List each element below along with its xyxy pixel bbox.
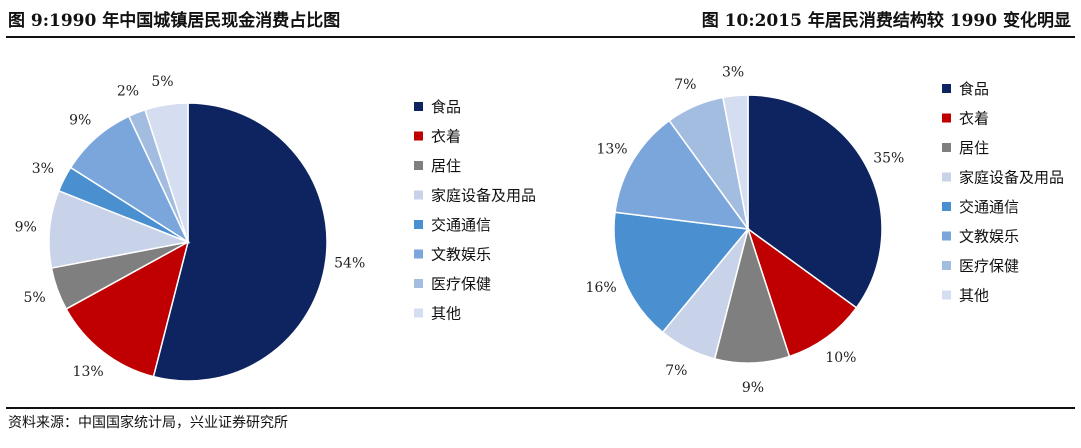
slice-label-0-7: 5% <box>151 74 173 90</box>
legend-label-1-3: 家庭设备及用品 <box>959 169 1064 187</box>
legend-swatch-0-0 <box>414 102 423 111</box>
legend-label-1-5: 文教娱乐 <box>959 228 1019 246</box>
slice-label-1-4: 16% <box>586 280 617 296</box>
chart-title-right: 图 10:2015 年居民消费结构较 1990 变化明显 <box>701 11 1071 31</box>
legend-swatch-0-3 <box>414 190 423 200</box>
chart-title-left: 图 9:1990 年中国城镇居民现金消费占比图 <box>8 11 341 31</box>
legend-label-1-6: 医疗保健 <box>959 257 1019 275</box>
legend-swatch-1-7 <box>942 290 951 300</box>
source-note: 资料来源：中国国家统计局，兴业证券研究所 <box>8 415 288 431</box>
legend-swatch-0-4 <box>414 220 423 229</box>
legend-label-0-0: 食品 <box>431 98 461 116</box>
legend-swatch-1-1 <box>942 113 951 123</box>
pie-slice-0-7 <box>144 102 189 243</box>
pie-slice-1-1 <box>746 227 858 358</box>
legend-swatch-1-6 <box>942 261 951 270</box>
pie-slice-0-5 <box>69 115 190 245</box>
legend-label-1-0: 食品 <box>959 80 989 98</box>
legend-label-0-3: 家庭设备及用品 <box>431 187 536 205</box>
legend-swatch-1-5 <box>942 231 951 241</box>
legend-swatch-0-1 <box>414 131 423 141</box>
slice-label-1-1: 10% <box>825 350 856 366</box>
slice-label-1-0: 35% <box>873 150 904 166</box>
slice-label-0-0: 54% <box>334 255 365 271</box>
legend-label-0-1: 衣着 <box>431 128 461 146</box>
pie-slice-0-1 <box>65 240 190 378</box>
slice-label-1-5: 13% <box>596 142 627 158</box>
slice-label-0-2: 5% <box>23 290 45 306</box>
slice-label-0-3: 9% <box>15 220 37 236</box>
slice-label-0-1: 13% <box>73 364 104 380</box>
legend-swatch-1-4 <box>942 202 951 211</box>
slice-label-0-5: 9% <box>69 113 91 129</box>
legend-label-1-7: 其他 <box>959 287 989 305</box>
slice-label-1-7: 3% <box>722 65 744 81</box>
legend-swatch-0-5 <box>414 249 423 259</box>
legend-label-1-2: 居住 <box>959 139 989 157</box>
pie-slice-1-7 <box>722 94 749 230</box>
top-divider <box>6 36 1075 38</box>
pie-slice-1-5 <box>614 119 750 230</box>
slice-label-0-6: 2% <box>117 83 139 99</box>
pie-slice-1-0 <box>747 94 883 309</box>
legend-swatch-1-0 <box>942 84 951 93</box>
pie-chart-1990: 54% 13% 5% 9% 3% 9% 2% 5% <box>15 74 365 382</box>
slice-label-1-2: 9% <box>742 380 764 396</box>
pie-slice-0-0 <box>152 102 328 382</box>
legend-label-0-2: 居住 <box>431 157 461 175</box>
pie-chart-2015: 35% 10% 9% 7% 16% 13% 7% 3% <box>586 65 905 396</box>
legend-swatch-1-2 <box>942 143 951 152</box>
legend-label-0-5: 文教娱乐 <box>431 246 491 264</box>
legend-swatch-0-6 <box>414 279 423 288</box>
pie-slice-1-4 <box>613 211 750 334</box>
legend-swatch-1-3 <box>942 172 951 182</box>
slice-label-1-3: 7% <box>665 363 687 379</box>
legend-label-0-7: 其他 <box>431 305 461 323</box>
legend-label-0-4: 交通通信 <box>431 216 491 234</box>
legend-label-1-1: 衣着 <box>959 110 989 128</box>
legend-swatch-0-7 <box>414 308 423 318</box>
slice-label-1-6: 7% <box>674 77 696 93</box>
bottom-divider <box>6 407 1075 409</box>
slice-label-0-4: 3% <box>32 161 54 177</box>
pie-slice-0-3 <box>48 189 191 269</box>
legend-label-0-6: 医疗保健 <box>431 275 491 293</box>
legend-label-1-4: 交通通信 <box>959 198 1019 216</box>
legend-swatch-0-2 <box>414 161 423 170</box>
